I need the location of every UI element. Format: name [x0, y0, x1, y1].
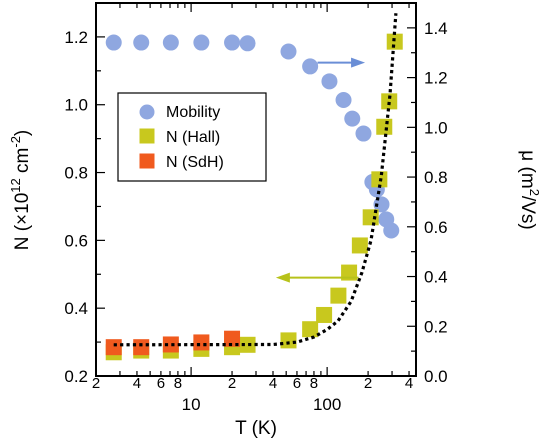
n-sdh-point — [224, 330, 241, 347]
y-right-tick-label: 0.0 — [424, 367, 448, 386]
legend: Mobility N (Hall) N (SdH) — [117, 92, 267, 182]
x-tick-label: 8 — [310, 375, 318, 392]
y-left-tick-label: 0.6 — [64, 231, 88, 250]
n-hall-point — [381, 93, 398, 110]
n-sdh-point — [133, 339, 150, 356]
mobility-point — [335, 91, 352, 108]
mobility-point — [133, 34, 150, 51]
legend-label-mobility: Mobility — [166, 104, 220, 121]
y-right-tick-label: 0.6 — [424, 218, 448, 237]
mobility-point — [239, 35, 256, 52]
x-tick-label: 6 — [293, 375, 301, 392]
mobility-point — [224, 34, 241, 51]
y-right-tick-label: 1.0 — [424, 118, 448, 137]
legend-label-n-hall: N (Hall) — [166, 129, 220, 146]
x-tick-label: 8 — [174, 375, 182, 392]
arrow-left-head — [275, 272, 290, 283]
y-right-axis-title: μ (m2/Vs) — [517, 150, 542, 229]
plot-frame — [95, 2, 417, 377]
legend-marker-n-hall — [139, 128, 155, 144]
x-tick-label: 4 — [405, 375, 413, 392]
mobility-point — [355, 125, 372, 142]
n-hall-point — [330, 287, 347, 304]
mobility-point — [302, 58, 319, 75]
x-tick-label: 100 — [313, 395, 341, 414]
mobility-point — [193, 34, 210, 51]
y-right-tick-label: 0.4 — [424, 268, 448, 287]
n-sdh-point — [193, 334, 210, 351]
mobility-point — [280, 43, 297, 60]
n-hall-point — [316, 306, 333, 323]
mobility-point — [383, 222, 400, 239]
y-right-tick-label: 1.4 — [424, 19, 448, 38]
n-hall-point — [239, 336, 256, 353]
n-hall-point — [341, 264, 358, 281]
x-tick-label: 2 — [228, 375, 236, 392]
n-hall-point — [280, 332, 297, 349]
y-right-tick-label: 0.8 — [424, 168, 448, 187]
x-axis-title: T (K) — [235, 418, 277, 439]
n-sdh-point — [105, 339, 122, 356]
x-tick-label: 4 — [133, 375, 141, 392]
x-tick-label: 4 — [269, 375, 277, 392]
arrow-right-head — [351, 57, 366, 68]
y-right-tick-label: 1.2 — [424, 69, 448, 88]
n-hall-point — [351, 237, 368, 254]
fit-curve-line — [113, 13, 398, 347]
y-left-axis-title: N (×1012 cm-2) — [8, 130, 33, 251]
mobility-point — [373, 196, 390, 213]
x-tick-label: 2 — [364, 375, 372, 392]
x-tick-label: 2 — [92, 375, 100, 392]
n-hall-point — [386, 33, 403, 50]
mobility-point — [344, 110, 361, 127]
x-tick-label: 6 — [157, 375, 165, 392]
n-hall-point — [376, 118, 393, 135]
mobility-point — [162, 34, 179, 51]
legend-marker-n-sdh — [139, 153, 155, 169]
series-layer — [105, 13, 403, 361]
y-right-tick-label: 0.2 — [424, 317, 448, 336]
x-tick-label: 10 — [182, 395, 201, 414]
legend-marker-mobility — [139, 104, 155, 120]
y-left-tick-label: 0.8 — [64, 164, 88, 183]
y-left-tick-label: 0.4 — [64, 299, 88, 318]
y-left-tick-label: 1.2 — [64, 28, 88, 47]
mobility-point — [321, 73, 338, 90]
legend-label-n-sdh: N (SdH) — [166, 154, 224, 171]
n-hall-point — [362, 209, 379, 226]
annotation-arrows — [275, 57, 366, 283]
y-left-tick-label: 0.2 — [64, 367, 88, 386]
n-hall-point — [302, 321, 319, 338]
mobility-point — [105, 34, 122, 51]
y-left-tick-label: 1.0 — [64, 96, 88, 115]
n-sdh-point — [162, 336, 179, 353]
